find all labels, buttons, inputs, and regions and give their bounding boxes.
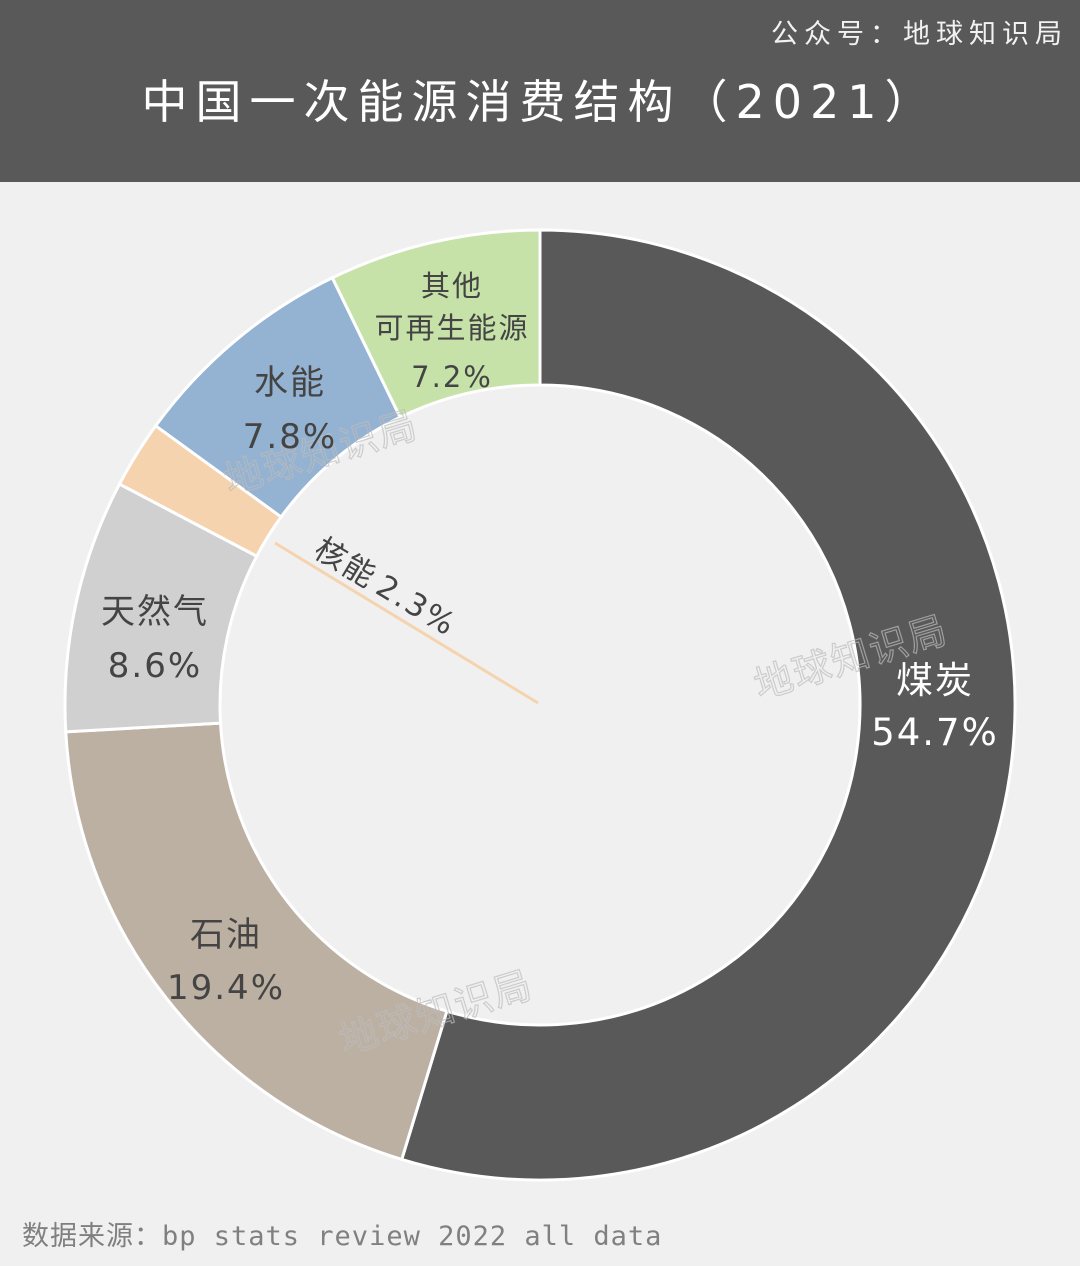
- slice-5: [330, 228, 542, 420]
- slice-name-5-0: 其他: [421, 269, 483, 303]
- title-banner: 公众号：地球知识局 中国一次能源消费结构（2021）: [0, 0, 1080, 182]
- slice-label-3: 核能2.3%: [308, 531, 463, 644]
- slice-value-0: 54.7%: [871, 711, 999, 754]
- account-label: 公众号：地球知识局: [771, 19, 1068, 50]
- slice-label-2: 天然气 8.6%: [101, 592, 209, 686]
- slice-value-2: 8.6%: [108, 646, 202, 686]
- data-source-note: 数据来源：bp stats review 2022 all data: [22, 1221, 663, 1252]
- slice-name-1: 石油: [190, 915, 262, 955]
- slice-value-4: 7.8%: [243, 417, 337, 457]
- slice-value-5: 7.2%: [411, 360, 493, 394]
- chart-title: 中国一次能源消费结构（2021）: [141, 75, 939, 129]
- donut-slices: [63, 228, 1017, 1182]
- slice-label-4: 水能 7.8%: [243, 363, 337, 457]
- slice-label-1: 石油 19.4%: [167, 915, 285, 1008]
- slice-name-4: 水能: [254, 363, 326, 403]
- nuclear-leader-line: [274, 541, 539, 705]
- slice-0: [399, 228, 1017, 1182]
- slice-1: [64, 721, 449, 1162]
- slice-name-2: 天然气: [101, 592, 209, 632]
- slice-name-0: 煤炭: [896, 659, 974, 702]
- slice-name-5-1: 可再生能源: [374, 311, 529, 345]
- slice-value-3: 2.3%: [370, 568, 463, 644]
- slice-value-1: 19.4%: [167, 968, 285, 1008]
- slice-label-0: 煤炭 54.7%: [871, 659, 999, 754]
